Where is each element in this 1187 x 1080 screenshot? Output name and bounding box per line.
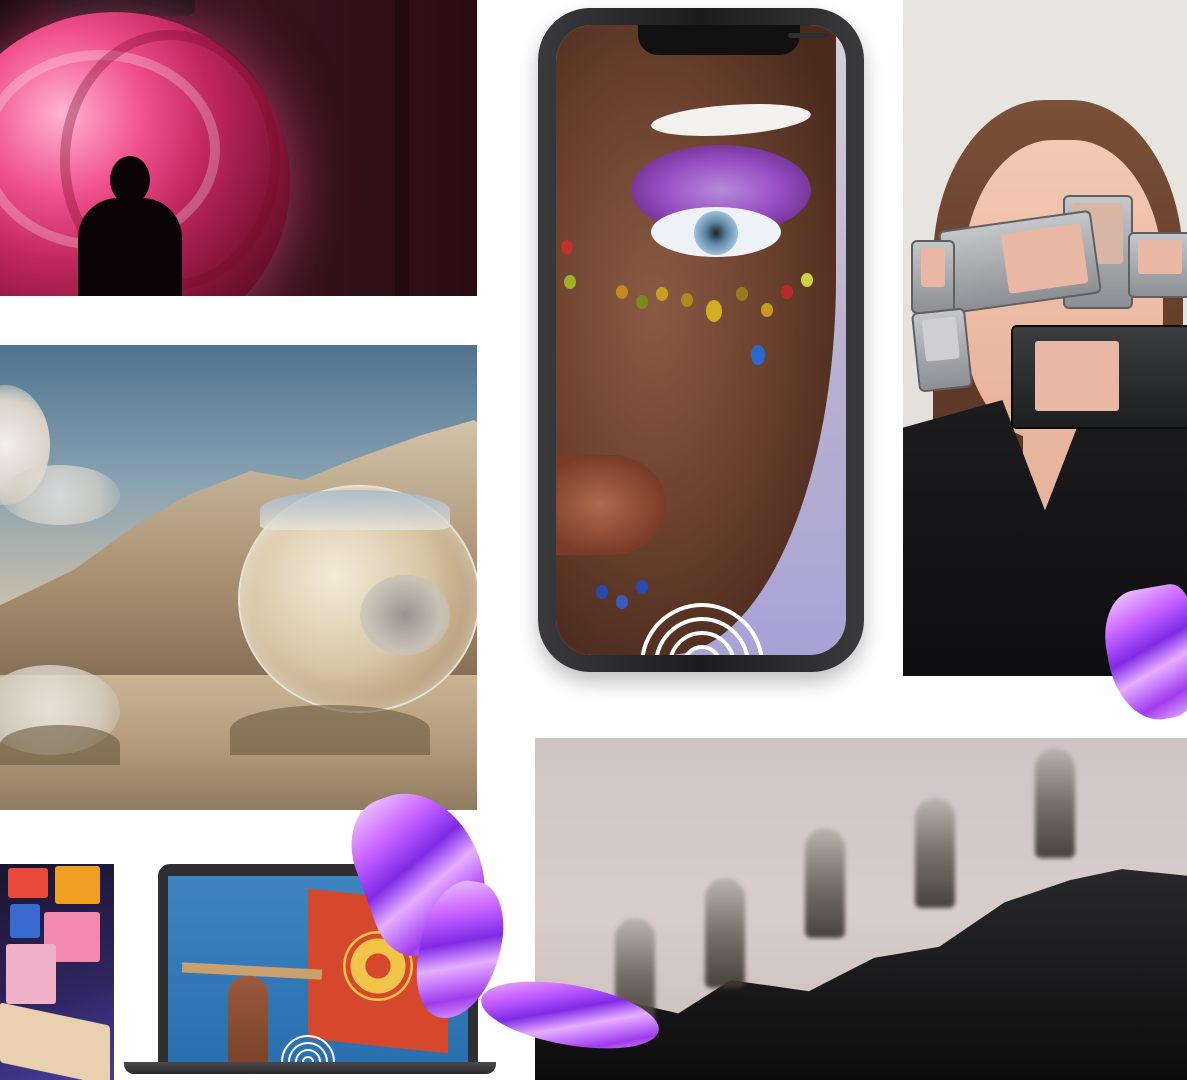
- phone-speaker: [788, 33, 828, 38]
- artwork-card: [6, 944, 56, 1004]
- monitor-edge: [0, 1002, 110, 1080]
- desert-mirror-sphere-photo: [0, 345, 477, 810]
- face-gem: [564, 275, 576, 289]
- silhouette-body: [78, 198, 182, 296]
- lips: [556, 455, 666, 555]
- artwork-card: [10, 904, 40, 938]
- desert-brush: [230, 705, 430, 755]
- phone-face-makeup-ar: [538, 8, 864, 672]
- silhouette-head: [110, 156, 150, 204]
- face-gem: [636, 295, 648, 309]
- phone-display: [1000, 223, 1089, 294]
- blurred-hiker: [705, 878, 745, 988]
- mirror-reflection: [260, 490, 450, 530]
- face-gem: [656, 287, 668, 301]
- blurred-hiker: [805, 828, 845, 938]
- blurred-hiker: [915, 798, 955, 908]
- phone-display: [921, 316, 960, 362]
- wall-pillar: [395, 0, 409, 296]
- face-gem: [761, 303, 773, 317]
- artwork-card: [55, 866, 100, 904]
- orb-installation-photo: [0, 0, 477, 296]
- face-gem: [616, 595, 628, 609]
- desert-brush: [0, 725, 120, 765]
- iris: [694, 211, 738, 255]
- ceiling-lamp: [55, 0, 195, 16]
- old-phone: [910, 307, 974, 393]
- old-phone: [1128, 232, 1187, 298]
- face-gem: [596, 585, 608, 599]
- concentric-arcs-logo-icon: [281, 1035, 335, 1062]
- blurred-hiker: [1035, 748, 1075, 858]
- face-gem: [636, 580, 648, 594]
- raised-arm: [228, 976, 268, 1064]
- phone-display: [921, 248, 945, 287]
- face-gem: [781, 285, 793, 299]
- face-gem: [561, 240, 573, 254]
- artwork-card: [8, 868, 48, 898]
- old-phone: [1011, 325, 1187, 429]
- face-gem: [681, 293, 693, 307]
- laptop-base: [124, 1062, 496, 1074]
- phone-display: [1035, 341, 1119, 411]
- old-phone: [911, 240, 955, 314]
- face-gem: [801, 273, 813, 287]
- phones-on-face-portrait: [903, 0, 1187, 676]
- face-gem: [616, 285, 628, 299]
- face-gem: [706, 300, 722, 322]
- monitor-artwork-gallery: [0, 864, 114, 1080]
- phone-screen: [556, 25, 846, 655]
- cloud: [0, 465, 120, 525]
- face-gem: [751, 345, 765, 365]
- face-gem: [736, 287, 748, 301]
- reflected-smoke: [360, 575, 450, 655]
- phone-notch: [638, 25, 828, 55]
- phone-display: [1138, 240, 1182, 275]
- concentric-arcs-logo-icon: [640, 603, 764, 655]
